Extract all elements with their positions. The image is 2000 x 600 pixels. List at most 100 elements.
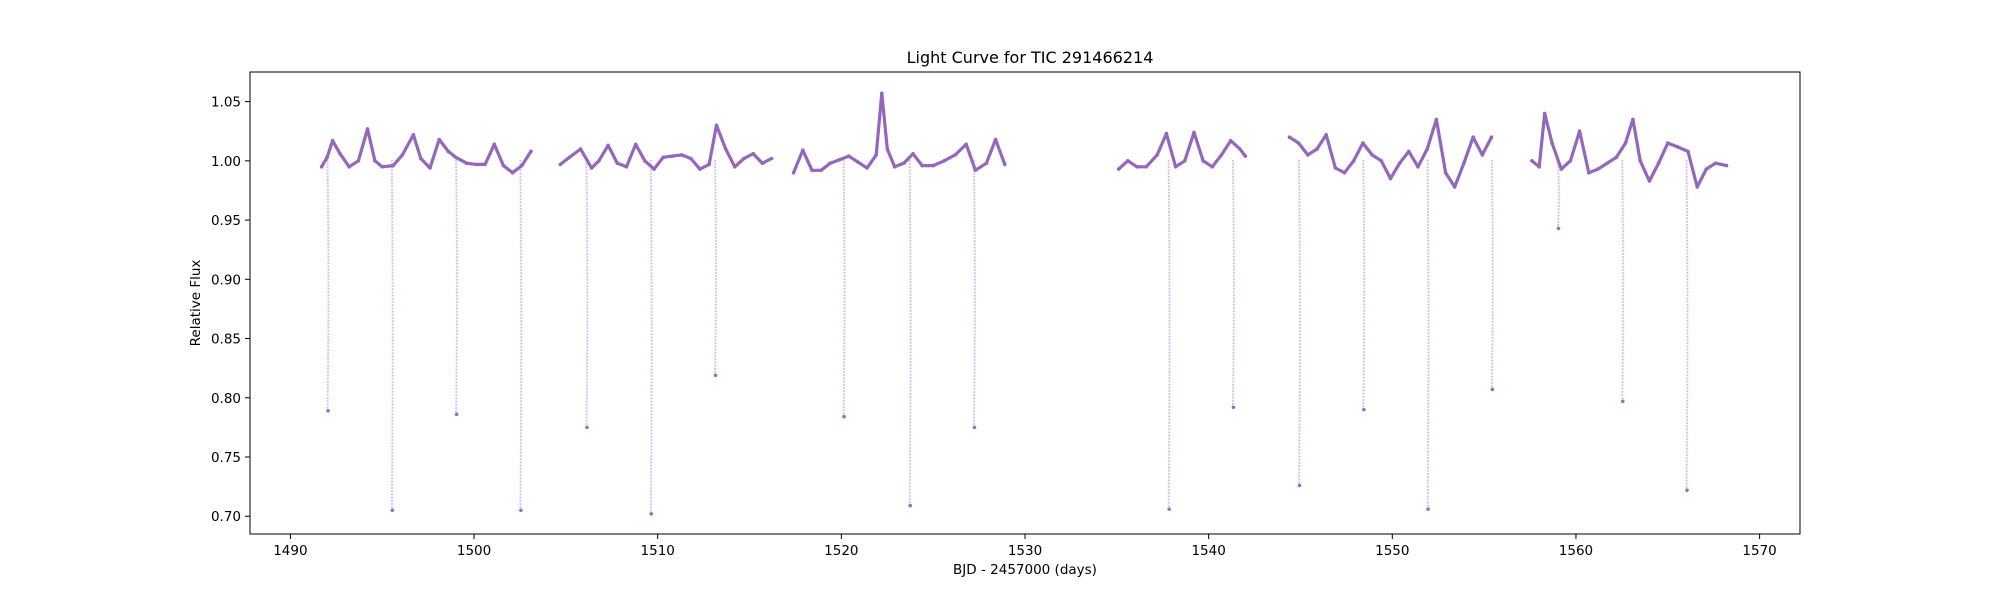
eclipse-point — [1168, 226, 1171, 230]
eclipse-point — [1168, 418, 1171, 421]
eclipse-point — [326, 364, 330, 368]
eclipse-point — [1298, 429, 1301, 432]
eclipse-point — [1621, 175, 1624, 178]
eclipse-point — [391, 246, 394, 249]
eclipse-point — [1232, 242, 1235, 246]
eclipse-point — [1168, 261, 1171, 265]
eclipse-point — [519, 445, 522, 448]
eclipse-point — [1232, 207, 1235, 210]
eclipse-point — [519, 438, 523, 441]
eclipse-point — [1491, 214, 1494, 217]
eclipse-point — [1362, 373, 1365, 376]
flux-point — [1361, 141, 1365, 145]
flux-point — [437, 137, 442, 142]
eclipse-point — [649, 490, 653, 493]
eclipse-point — [909, 220, 912, 223]
eclipse-minimum-point — [1426, 507, 1430, 511]
eclipse-point — [1685, 482, 1688, 485]
eclipse-point — [1168, 373, 1171, 377]
eclipse-point — [1168, 306, 1171, 309]
eclipse-point — [1491, 227, 1494, 230]
eclipse-point — [842, 194, 846, 198]
eclipse-point — [650, 201, 653, 204]
eclipse-point — [908, 169, 911, 172]
eclipse-point — [1685, 159, 1688, 162]
eclipse-point — [649, 493, 653, 496]
eclipse-point — [391, 297, 394, 300]
eclipse-point — [519, 198, 522, 201]
eclipse-point — [649, 509, 652, 512]
flux-point — [453, 155, 458, 160]
eclipse-point — [843, 239, 846, 242]
eclipse-point — [1621, 220, 1625, 223]
eclipse-point — [650, 410, 653, 413]
eclipse-point — [1685, 201, 1688, 204]
eclipse-point — [391, 422, 394, 425]
eclipse-point — [1167, 492, 1170, 495]
flux-point — [1605, 161, 1609, 165]
eclipse-point — [650, 204, 653, 207]
eclipse-point — [842, 386, 846, 390]
eclipse-point — [909, 322, 912, 325]
eclipse-point — [908, 459, 912, 462]
eclipse-point — [908, 491, 911, 494]
eclipse-point — [327, 291, 330, 294]
eclipse-point — [390, 172, 394, 175]
eclipse-point — [1491, 327, 1494, 330]
eclipse-point — [973, 217, 976, 220]
eclipse-point — [714, 175, 717, 178]
eclipse-point — [455, 329, 458, 333]
eclipse-point — [1168, 265, 1171, 268]
eclipse-point — [1298, 461, 1301, 465]
eclipse-point — [973, 384, 976, 387]
eclipse-point — [909, 424, 912, 427]
eclipse-point — [909, 434, 912, 437]
eclipse-point — [455, 310, 459, 313]
eclipse-point — [843, 361, 846, 364]
eclipse-point — [650, 400, 653, 403]
eclipse-point — [973, 249, 976, 252]
eclipse-point — [1232, 361, 1235, 364]
eclipse-point — [455, 204, 458, 207]
eclipse-point — [1426, 482, 1429, 485]
eclipse-point — [391, 345, 394, 348]
eclipse-point — [1621, 339, 1625, 342]
x-tick-label: 1540 — [1191, 543, 1225, 559]
eclipse-dip — [908, 159, 913, 508]
eclipse-point — [586, 246, 589, 249]
eclipse-point — [1685, 431, 1689, 434]
eclipse-point — [519, 454, 522, 457]
eclipse-point — [455, 195, 458, 198]
eclipse-point — [327, 348, 330, 352]
eclipse-point — [390, 191, 394, 195]
eclipse-point — [1168, 220, 1171, 223]
eclipse-point — [909, 348, 912, 351]
eclipse-point — [1490, 372, 1494, 375]
eclipse-point — [1491, 237, 1494, 240]
eclipse-point — [1426, 453, 1430, 456]
eclipse-point — [391, 348, 394, 352]
eclipse-point — [1298, 445, 1301, 448]
eclipse-point — [1298, 371, 1301, 375]
eclipse-point — [649, 169, 652, 172]
eclipse-point — [520, 268, 523, 271]
eclipse-point — [327, 300, 330, 303]
eclipse-point — [714, 169, 717, 172]
eclipse-point — [1167, 214, 1171, 217]
eclipse-point — [973, 243, 976, 246]
eclipse-point — [1426, 207, 1430, 210]
eclipse-point — [1167, 476, 1171, 479]
eclipse-point — [455, 390, 458, 393]
eclipse-point — [1686, 313, 1689, 316]
eclipse-point — [455, 336, 458, 339]
y-tick-label: 0.70 — [211, 509, 241, 525]
eclipse-point — [1168, 217, 1171, 220]
eclipse-point — [714, 188, 717, 191]
eclipse-point — [1298, 224, 1301, 227]
eclipse-point — [391, 198, 394, 201]
eclipse-point — [585, 410, 588, 413]
flux-point — [769, 156, 774, 161]
flux-point — [1623, 141, 1628, 145]
x-tick-label: 1550 — [1375, 543, 1409, 559]
